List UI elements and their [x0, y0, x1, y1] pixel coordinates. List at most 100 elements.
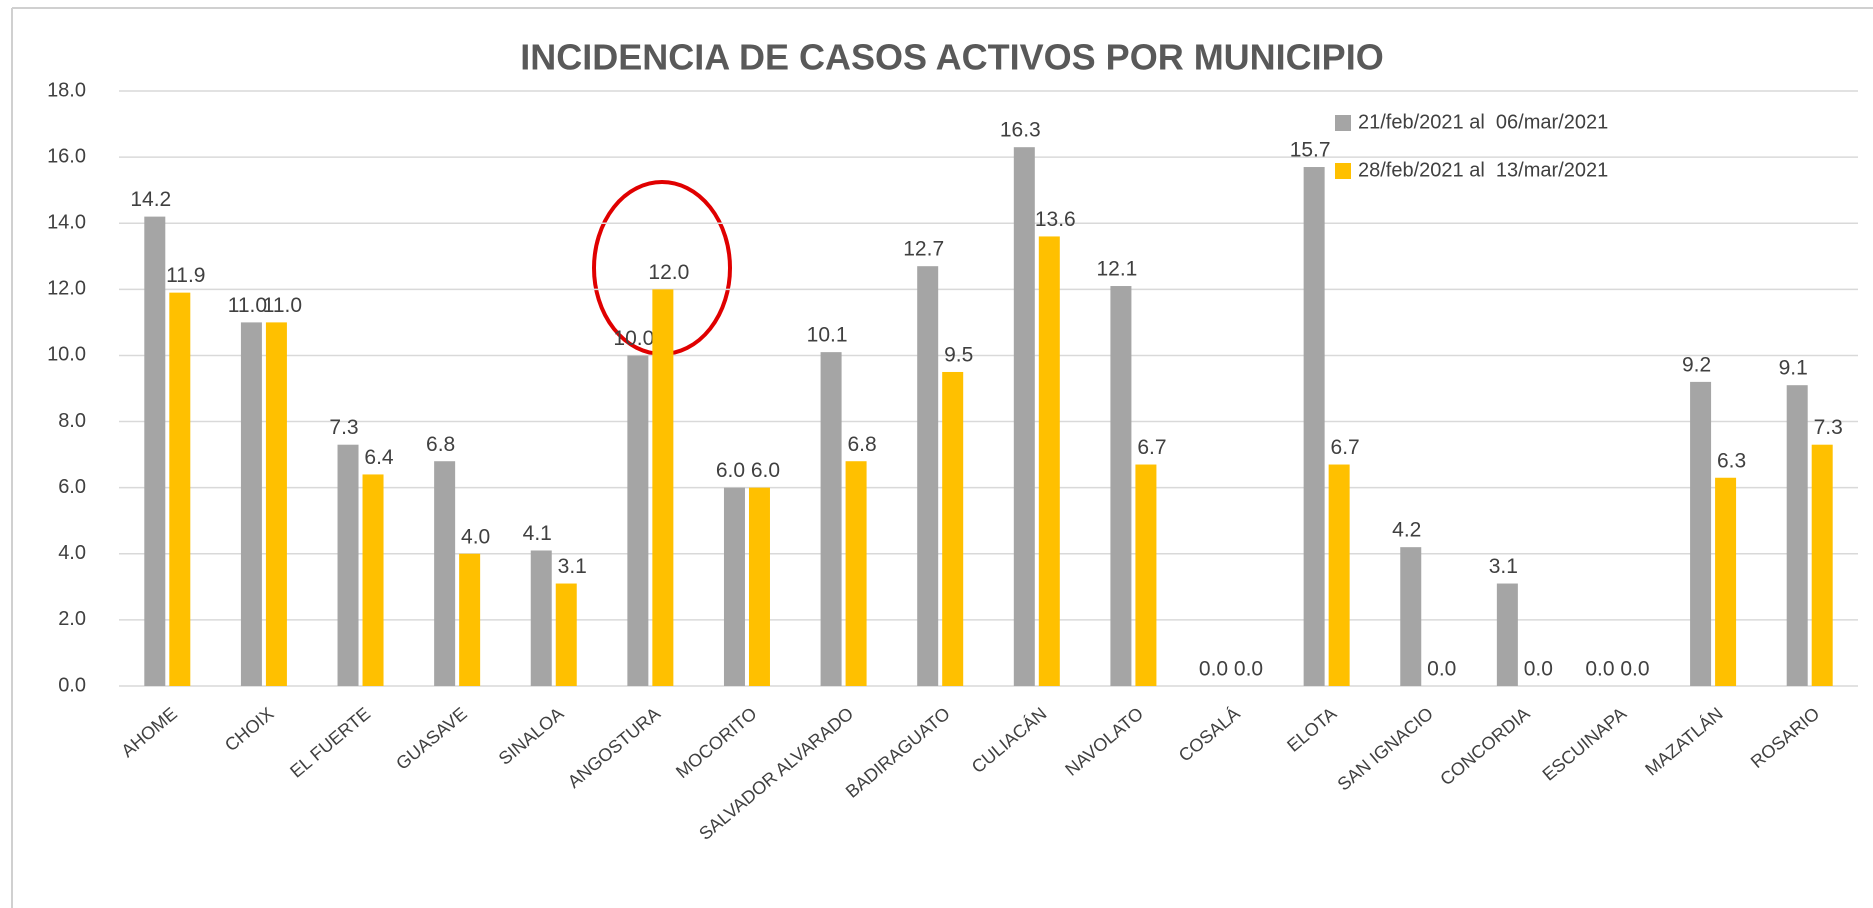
data-label: 0.0 — [1585, 658, 1614, 681]
bar — [555, 583, 577, 686]
data-label: 0.0 — [1234, 658, 1263, 681]
x-tick-label: EL FUERTE — [286, 703, 374, 781]
y-tick-label: 14.0 — [47, 212, 86, 234]
y-tick-label: 8.0 — [58, 410, 86, 432]
bar — [1786, 385, 1808, 686]
data-label: 10.0 — [613, 327, 654, 350]
data-label: 6.0 — [716, 459, 745, 482]
data-label: 3.1 — [1489, 555, 1518, 578]
x-tick-label: SAN IGNACIO — [1334, 703, 1437, 794]
bar — [265, 322, 287, 686]
bar — [652, 289, 674, 686]
y-tick-label: 0.0 — [58, 674, 86, 696]
x-tick-label: AHOME — [118, 703, 181, 761]
bar — [337, 444, 359, 686]
y-tick-label: 12.0 — [47, 278, 86, 300]
bar — [459, 553, 481, 686]
legend-swatch — [1335, 163, 1351, 179]
x-tick-label: ESCUINAPA — [1539, 703, 1631, 784]
data-label: 7.3 — [329, 416, 358, 439]
x-tick-label: ELOTA — [1283, 703, 1340, 755]
bar — [627, 355, 649, 686]
x-tick-label: COSALÁ — [1175, 703, 1244, 765]
bar — [434, 461, 456, 686]
data-label: 9.5 — [944, 344, 973, 367]
legend-label: 21/feb/2021 al 06/mar/2021 — [1358, 111, 1608, 133]
x-tick-label: SINALOA — [495, 703, 568, 768]
bar — [942, 371, 964, 686]
data-label: 6.7 — [1137, 436, 1166, 459]
bar — [169, 292, 191, 686]
bar — [1715, 477, 1737, 686]
legend-label: 28/feb/2021 al 13/mar/2021 — [1358, 159, 1608, 181]
bar — [1400, 547, 1422, 686]
data-label: 6.8 — [847, 433, 876, 456]
y-tick-label: 16.0 — [47, 145, 86, 167]
x-tick-label: ROSARIO — [1747, 703, 1823, 772]
bar — [1328, 464, 1350, 686]
data-label: 16.3 — [1000, 119, 1041, 142]
x-tick-label: NAVOLATO — [1061, 703, 1147, 779]
data-label: 11.9 — [166, 264, 205, 287]
y-tick-label: 2.0 — [58, 608, 86, 630]
data-label: 6.8 — [426, 433, 455, 456]
data-label: 12.0 — [648, 261, 689, 284]
bar — [1135, 464, 1157, 686]
bar — [1110, 286, 1132, 686]
bar — [723, 487, 745, 686]
data-label: 6.4 — [364, 446, 394, 469]
data-label: 11.0 — [228, 294, 267, 317]
data-label: 15.7 — [1290, 139, 1331, 162]
data-label: 0.0 — [1620, 658, 1649, 681]
x-tick-label: CHOIX — [221, 703, 278, 755]
bar — [362, 474, 384, 686]
bar — [1303, 167, 1325, 686]
grid — [119, 90, 1858, 687]
data-label: 12.1 — [1096, 258, 1137, 281]
bar — [1038, 236, 1060, 686]
data-label: 4.2 — [1392, 519, 1421, 542]
bar — [1496, 583, 1518, 686]
data-label: 6.0 — [751, 459, 780, 482]
x-tick-label: SALVADOR ALVARADO — [695, 703, 857, 843]
data-label: 3.1 — [558, 555, 587, 578]
data-label: 0.0 — [1524, 658, 1553, 681]
bar — [1690, 381, 1712, 686]
bar — [820, 352, 842, 686]
bar — [748, 487, 770, 686]
bar — [240, 322, 262, 686]
bar — [530, 550, 552, 686]
y-tick-label: 4.0 — [58, 542, 86, 564]
data-label: 9.2 — [1682, 353, 1711, 376]
data-label: 4.1 — [523, 522, 552, 545]
x-tick-label: CULIACÁN — [968, 703, 1051, 777]
y-tick-label: 10.0 — [47, 344, 86, 366]
data-label: 6.3 — [1717, 449, 1746, 472]
x-tick-label: CONCORDIA — [1436, 703, 1533, 789]
bar — [917, 266, 939, 686]
x-tick-label: GUASAVE — [392, 703, 471, 773]
x-tick-label: MAZATLÁN — [1641, 703, 1726, 779]
bar — [845, 461, 867, 686]
bar — [1811, 444, 1833, 686]
data-label: 11.0 — [263, 294, 302, 317]
x-tick-label: BADIRAGUATO — [842, 703, 954, 801]
data-label: 12.7 — [903, 238, 944, 261]
data-label: 6.7 — [1331, 436, 1360, 459]
y-tick-label: 18.0 — [47, 79, 86, 101]
bar — [144, 216, 166, 686]
data-label: 14.2 — [130, 188, 171, 211]
data-label: 10.1 — [807, 324, 848, 347]
legend-swatch — [1335, 115, 1351, 131]
data-label: 0.0 — [1427, 658, 1456, 681]
data-label: 0.0 — [1199, 658, 1228, 681]
x-tick-label: MOCORITO — [672, 703, 760, 782]
data-label: 9.1 — [1779, 357, 1808, 380]
y-tick-label: 6.0 — [58, 476, 86, 498]
data-label: 7.3 — [1814, 416, 1843, 439]
data-label: 4.0 — [461, 525, 490, 548]
data-label: 13.6 — [1035, 208, 1076, 231]
bar — [1013, 147, 1035, 686]
x-tick-label: ANGOSTURA — [564, 703, 664, 792]
